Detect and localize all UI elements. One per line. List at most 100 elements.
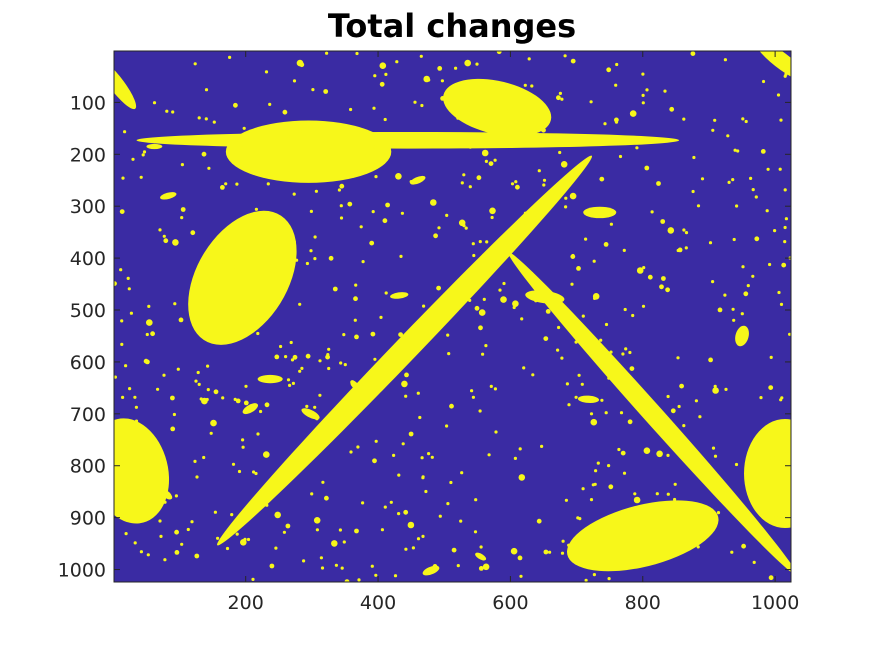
- speckle: [421, 316, 426, 320]
- speckle: [327, 347, 331, 351]
- speckle: [782, 446, 786, 450]
- speckle: [532, 119, 537, 123]
- speckle: [327, 366, 331, 371]
- speckle: [206, 388, 210, 392]
- speckle: [359, 225, 363, 229]
- speckle: [581, 314, 585, 318]
- speckle: [362, 153, 366, 157]
- speckle: [577, 373, 581, 377]
- speckle: [776, 492, 780, 496]
- speckle: [731, 307, 735, 311]
- speckle: [235, 398, 241, 404]
- speckle: [781, 262, 787, 268]
- speckle: [270, 266, 277, 273]
- speckle: [337, 188, 341, 192]
- speckle: [512, 300, 519, 308]
- speckle: [779, 302, 784, 306]
- speckle: [470, 265, 474, 269]
- y-tick-label: 800: [70, 456, 106, 478]
- speckle: [578, 517, 582, 521]
- speckle: [278, 479, 282, 483]
- speckle: [201, 151, 207, 157]
- speckle: [256, 331, 260, 336]
- speckle: [766, 167, 770, 171]
- speckle: [172, 239, 179, 246]
- speckle: [320, 566, 325, 570]
- speckle: [543, 336, 549, 341]
- speckle: [510, 182, 515, 186]
- speckle: [305, 404, 309, 408]
- speckle: [430, 455, 434, 459]
- speckle: [708, 357, 713, 363]
- speckle: [635, 146, 639, 150]
- speckle: [170, 395, 175, 401]
- speckle: [370, 331, 376, 337]
- speckle: [713, 118, 717, 122]
- speckle: [560, 161, 568, 168]
- speckle: [356, 169, 360, 173]
- speckle: [174, 550, 180, 555]
- speckle: [670, 408, 676, 414]
- speckle: [165, 109, 169, 113]
- speckle: [692, 155, 696, 160]
- speckle: [500, 296, 507, 303]
- speckle: [204, 117, 208, 121]
- speckle-layer: [114, 51, 791, 582]
- speckle: [163, 500, 167, 504]
- speckle: [604, 322, 609, 327]
- speckle: [290, 358, 295, 362]
- speckle: [212, 120, 216, 124]
- speckle: [641, 304, 646, 308]
- speckle: [384, 291, 388, 295]
- speckle: [732, 237, 736, 242]
- speckle: [343, 363, 347, 367]
- speckle: [594, 469, 598, 473]
- speckle: [617, 447, 621, 452]
- speckle: [734, 462, 739, 467]
- speckle: [456, 116, 460, 120]
- speckle: [274, 354, 280, 360]
- speckle: [332, 286, 338, 292]
- speckle: [114, 281, 117, 286]
- speckle: [476, 175, 482, 181]
- speckle: [752, 560, 756, 565]
- speckle: [285, 523, 291, 529]
- speckle: [327, 155, 331, 159]
- speckle: [589, 412, 594, 416]
- speckle: [158, 228, 162, 232]
- speckle: [484, 159, 488, 163]
- speckle: [241, 438, 245, 442]
- speckle: [451, 547, 457, 553]
- speckle: [173, 302, 177, 306]
- speckle: [536, 518, 542, 524]
- speckle: [785, 452, 789, 456]
- change-region-19: [390, 292, 409, 299]
- speckle: [656, 181, 661, 186]
- speckle: [446, 502, 450, 506]
- speckle: [754, 236, 760, 242]
- speckle: [677, 247, 683, 253]
- speckle: [643, 447, 651, 455]
- speckle: [466, 106, 472, 112]
- speckle: [564, 196, 568, 200]
- speckle: [446, 333, 450, 337]
- speckle: [542, 178, 547, 182]
- speckle: [644, 165, 650, 171]
- speckle: [633, 492, 637, 496]
- speckle: [269, 563, 275, 569]
- speckle: [727, 180, 731, 184]
- speckle: [119, 268, 123, 272]
- speckle: [276, 233, 280, 237]
- speckle: [716, 510, 721, 515]
- speckle: [623, 307, 627, 312]
- speckle: [374, 573, 378, 577]
- speckle: [233, 265, 237, 269]
- speckle: [459, 519, 463, 523]
- change-region-26: [146, 143, 163, 150]
- speckle: [260, 173, 264, 177]
- speckle: [460, 181, 464, 185]
- speckle: [141, 153, 145, 157]
- speckle: [717, 307, 723, 313]
- speckle: [379, 315, 383, 319]
